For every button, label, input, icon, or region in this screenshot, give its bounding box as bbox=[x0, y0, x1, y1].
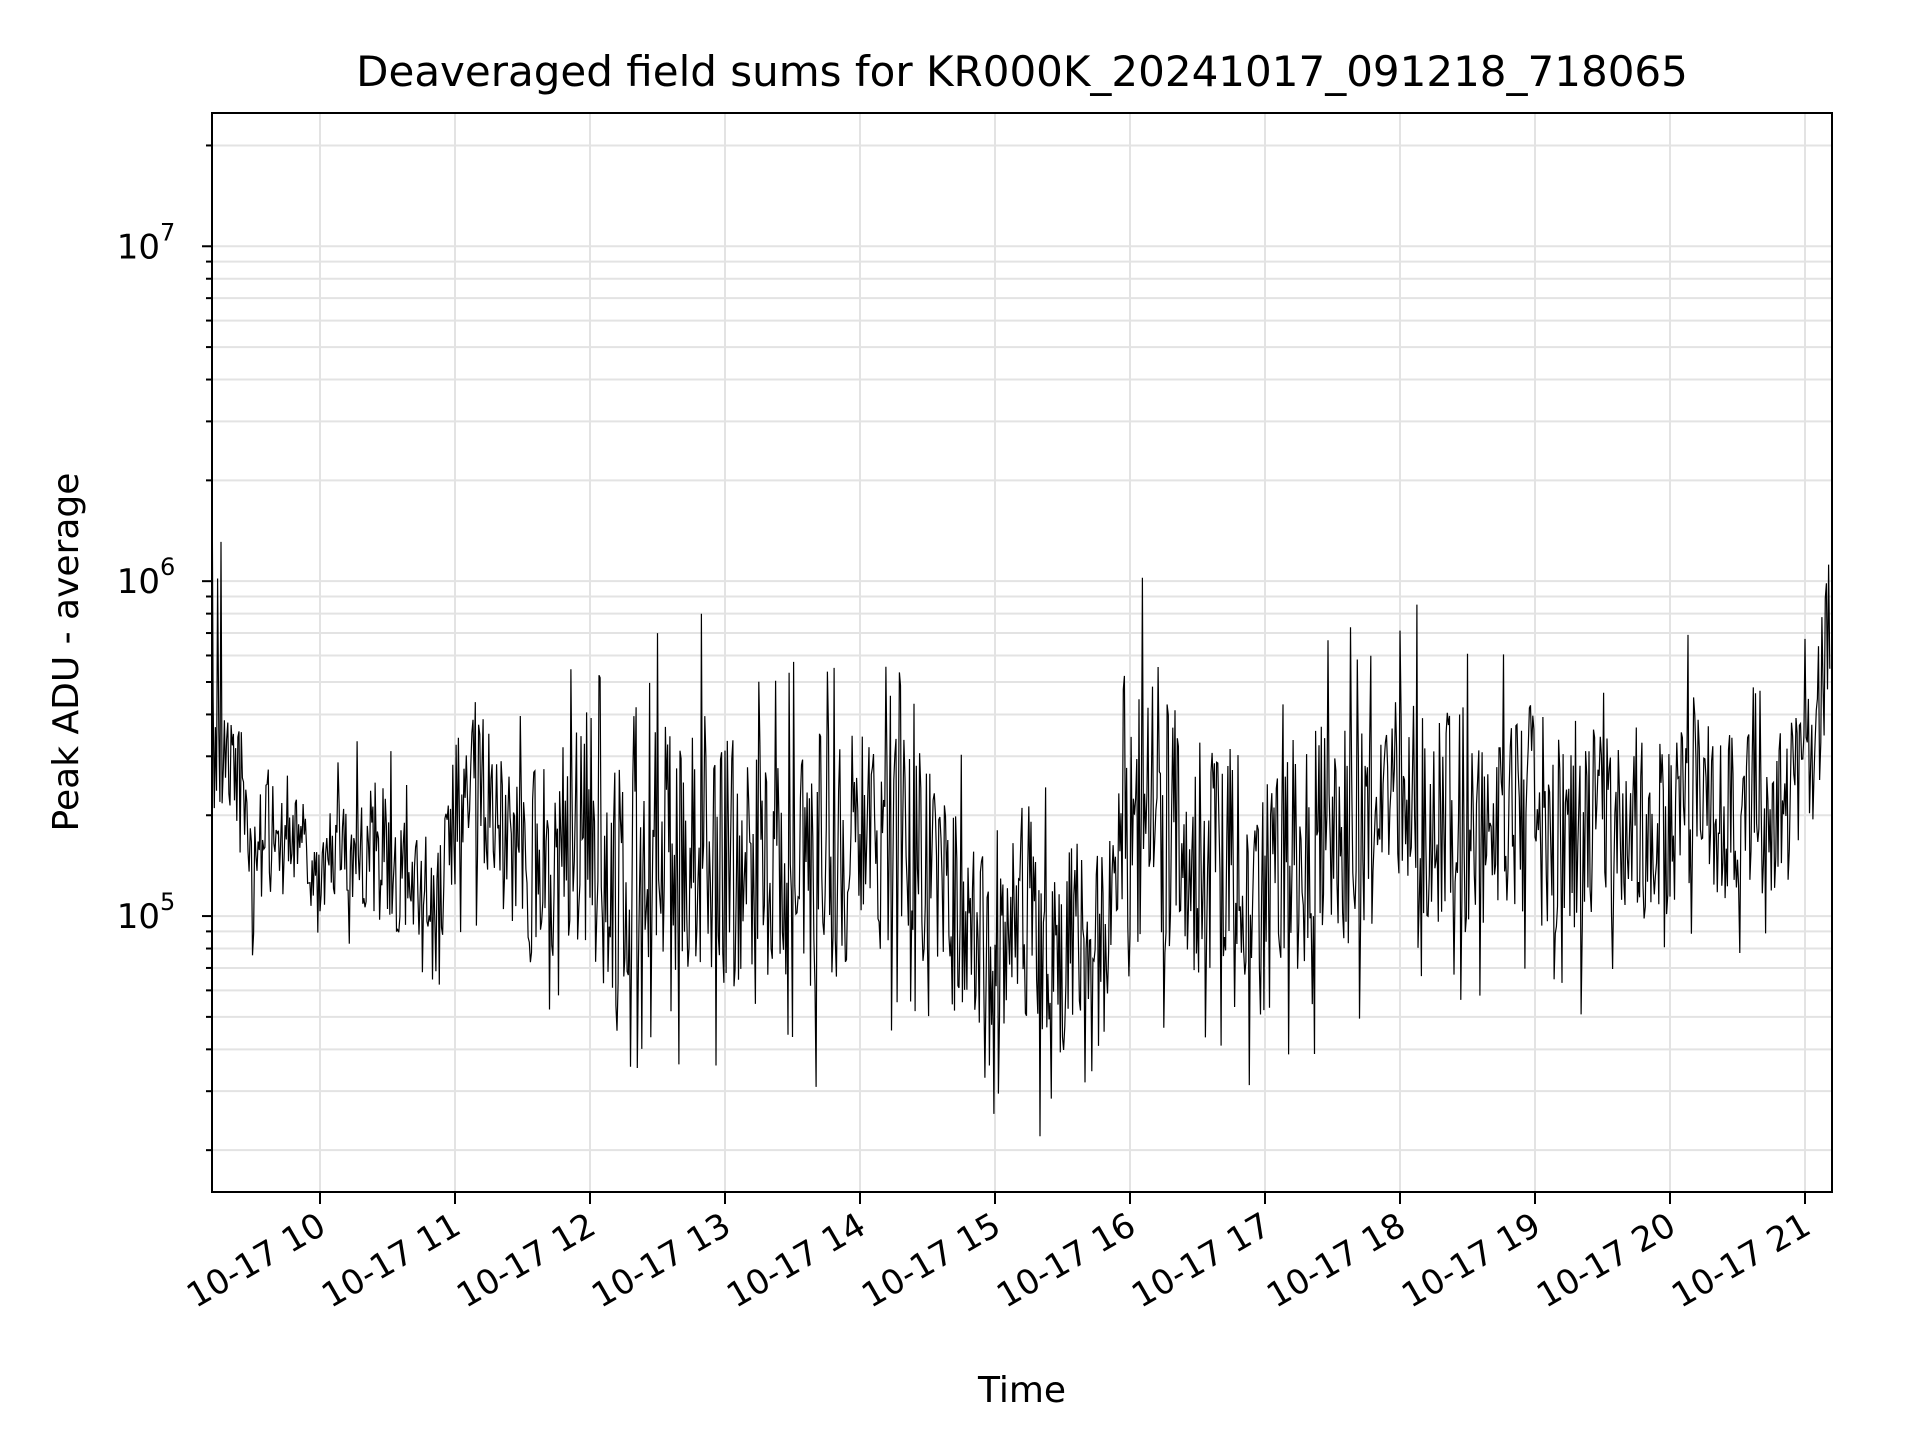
chart-title: Deaveraged field sums for KR000K_2024101… bbox=[356, 47, 1688, 96]
y-axis-label: Peak ADU - average bbox=[46, 473, 87, 832]
y-tick-exponent: 7 bbox=[160, 218, 175, 246]
series-line bbox=[212, 452, 1831, 1137]
plot-frame bbox=[211, 112, 1833, 1193]
y-tick-exponent: 6 bbox=[160, 553, 175, 581]
y-tick-label: 10 bbox=[117, 897, 160, 937]
y-tick-label: 10 bbox=[117, 562, 160, 602]
y-tick-label: 10 bbox=[117, 227, 160, 267]
x-axis-label: Time bbox=[977, 1370, 1066, 1411]
y-tick-exponent: 5 bbox=[160, 888, 175, 916]
series-layer bbox=[212, 452, 1831, 1137]
